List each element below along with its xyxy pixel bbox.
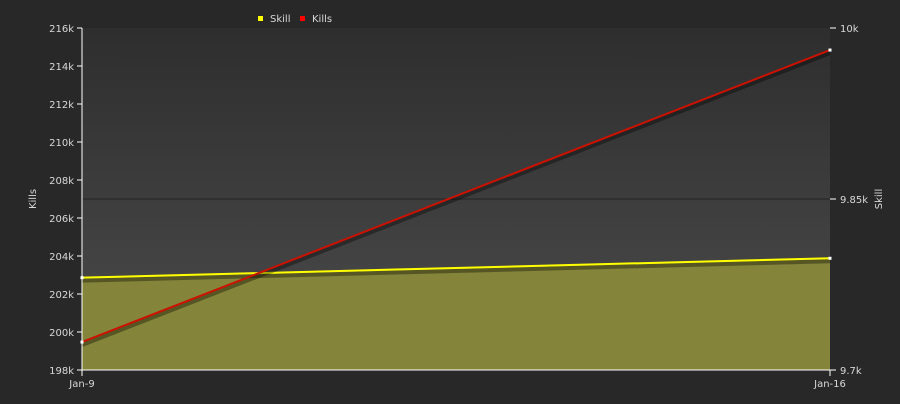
left-tick-label: 210k [49,138,74,149]
left-tick-label: 206k [49,214,74,225]
legend-swatch-kills [300,16,305,21]
legend-label-skill[interactable]: Skill [270,14,290,25]
left-tick-label: 212k [49,100,74,111]
series-area-skill [82,258,830,370]
right-tick-label: 9.85k [840,195,868,206]
legend-swatch-skill [258,16,263,21]
left-axis-label: Kills [28,189,39,209]
left-tick-label: 198k [49,366,74,377]
data-point-kills [828,48,832,52]
series-shadow-skill [81,259,831,283]
x-tick-label: Jan-16 [813,379,846,390]
left-tick-label: 202k [49,290,74,301]
left-tick-label: 204k [49,252,74,263]
legend: Skill Kills [258,14,332,25]
right-axis-label: Skill [874,189,885,209]
left-tick-label: 200k [49,328,74,339]
x-tick-label: Jan-9 [68,379,94,390]
series-line-kills [81,49,831,344]
data-point-skill [828,256,832,260]
left-tick-label: 208k [49,176,74,187]
right-tick-label: 9.7k [840,366,862,377]
right-tick-label: 10k [840,24,859,35]
legend-label-kills[interactable]: Kills [312,14,332,25]
series-shadow-kills [81,51,831,347]
series-line-skill [81,257,831,279]
left-tick-label: 214k [49,62,74,73]
left-tick-label: 216k [49,24,74,35]
